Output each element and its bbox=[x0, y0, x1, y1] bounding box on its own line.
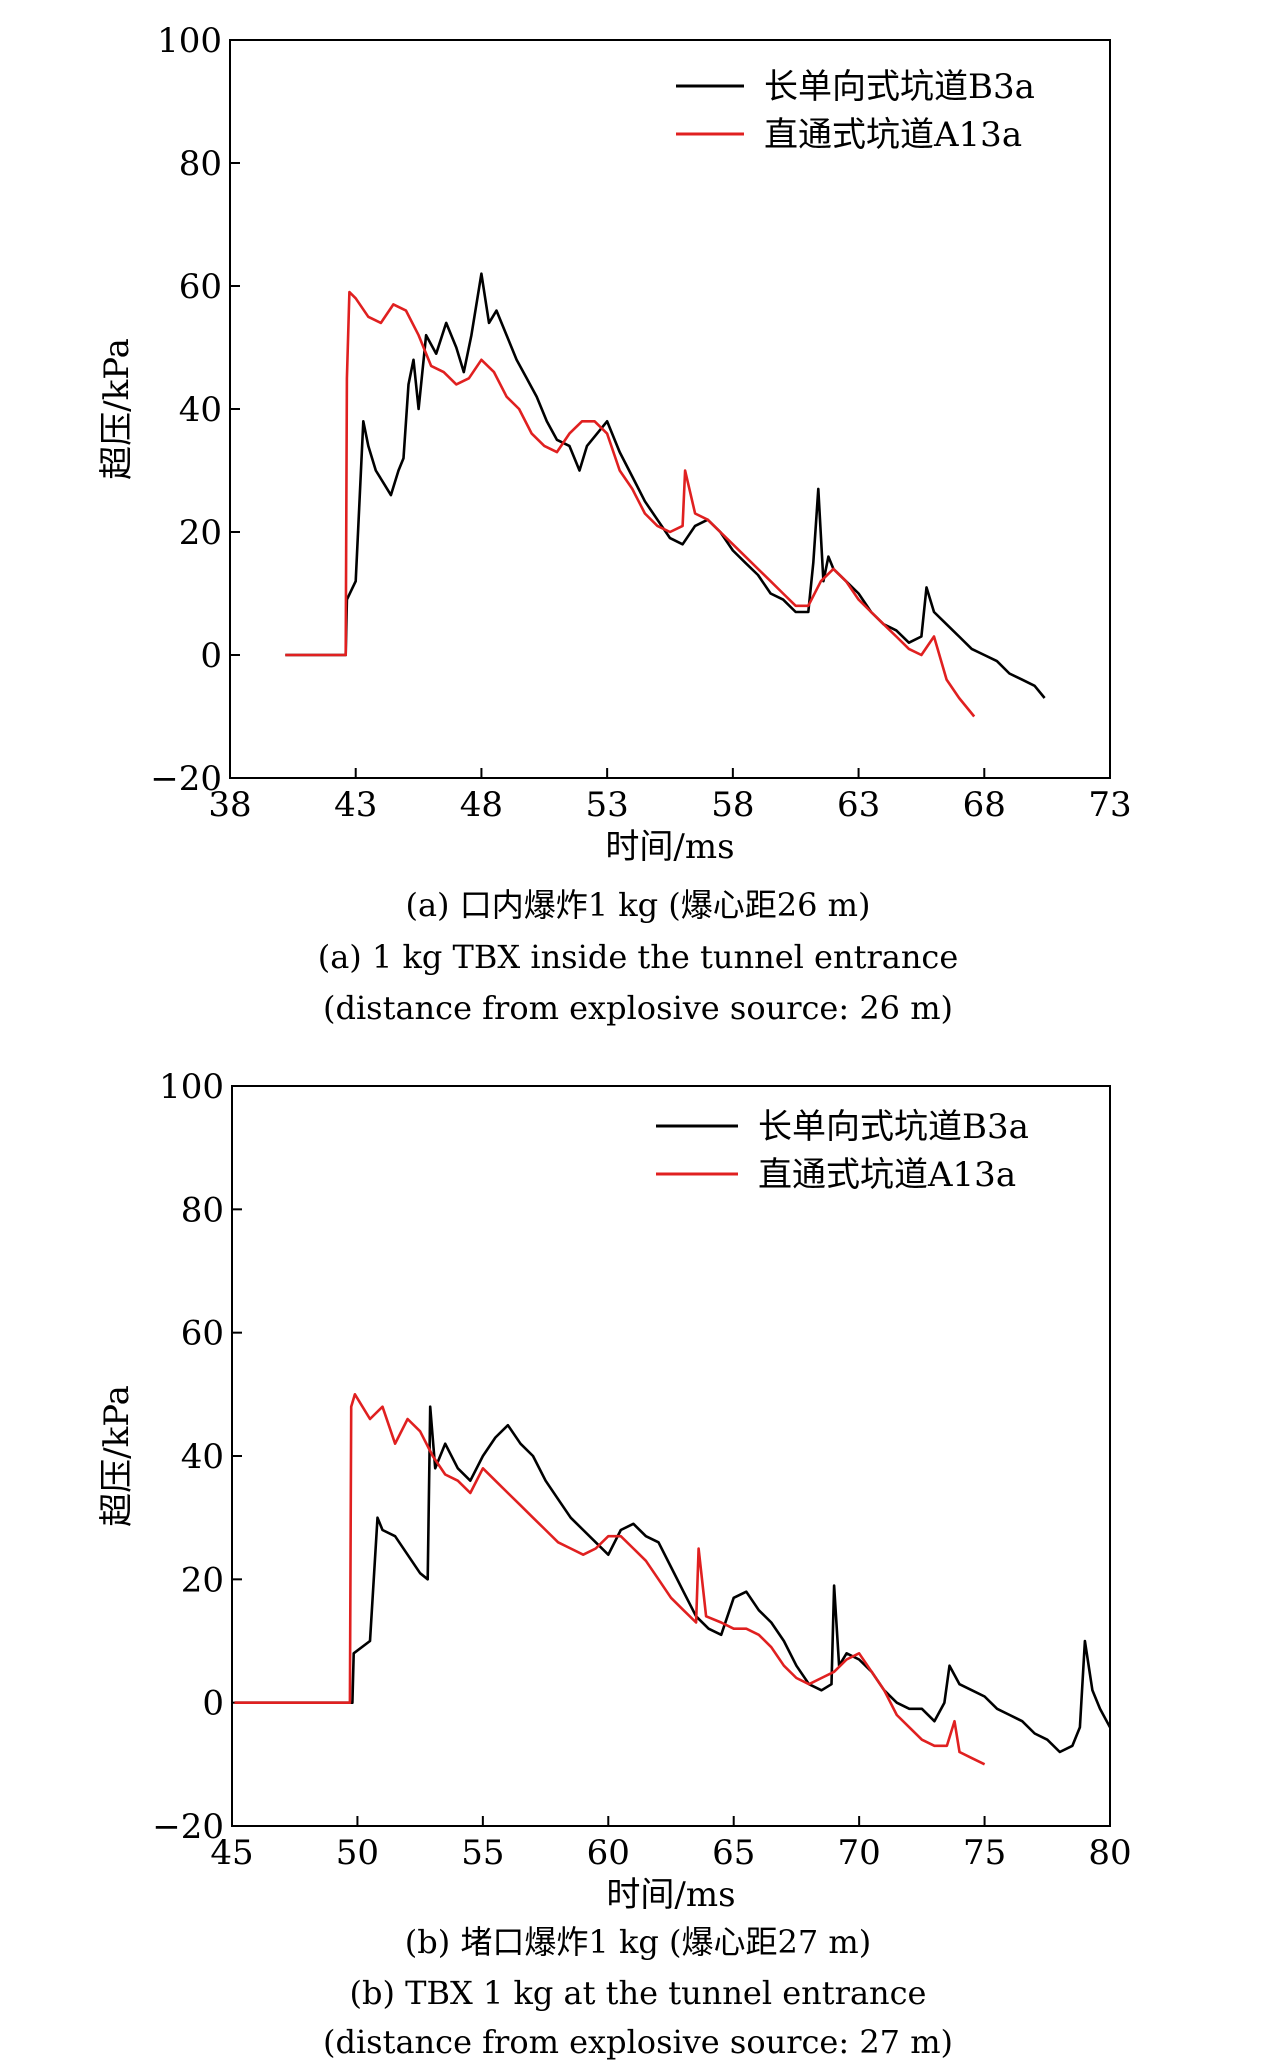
chart-panel-b: 45 50 55 60 65 70 75 80 −20 0 20 40 60 80 100 时间/ms 超压/k… bbox=[0, 1040, 1276, 2061]
legend-label: 长单向式坑道B3a bbox=[758, 1107, 1029, 1147]
y-tick-label: −20 bbox=[150, 759, 222, 799]
x-tick-label: 55 bbox=[461, 1833, 504, 1873]
x-tick-label: 58 bbox=[711, 785, 754, 825]
y-tick-label: 60 bbox=[179, 267, 222, 307]
series-line-a13a bbox=[285, 290, 976, 718]
x-tick-label: 50 bbox=[336, 1833, 379, 1873]
y-tick-label: 0 bbox=[200, 636, 222, 676]
chart-a: 38 43 48 53 58 63 68 73 −20 0 20 40 60 80 100 时间/ms 超压/k… bbox=[97, 21, 1132, 867]
legend-label: 长单向式坑道B3a bbox=[764, 67, 1035, 107]
caption-a-cn: (a) 口内爆炸1 kg (爆心距26 m) bbox=[405, 886, 871, 924]
y-axis-label: 超压/kPa bbox=[97, 1385, 137, 1527]
y-tick-label: 20 bbox=[179, 513, 222, 553]
series-line-b3a bbox=[285, 272, 1046, 699]
series-line-a13a bbox=[234, 1392, 986, 1766]
x-tick-label: 80 bbox=[1088, 1833, 1131, 1873]
caption-a-en-2: (distance from explosive source: 26 m) bbox=[322, 989, 954, 1027]
x-tick-label: 63 bbox=[837, 785, 880, 825]
caption-a-en-1: (a) 1 kg TBX inside the tunnel entrance bbox=[317, 938, 959, 976]
y-tick-label: 80 bbox=[179, 144, 222, 184]
y-tick-label: −20 bbox=[152, 1807, 224, 1847]
x-tick-label: 45 bbox=[210, 1833, 253, 1873]
legend-label: 直通式坑道A13a bbox=[758, 1155, 1016, 1195]
y-tick-label: 0 bbox=[202, 1684, 224, 1724]
x-tick-label: 75 bbox=[963, 1833, 1006, 1873]
caption-b-en-2: (distance from explosive source: 27 m) bbox=[322, 2023, 954, 2061]
series-line-b3a bbox=[234, 1405, 1110, 1754]
caption-b-en-1: (b) TBX 1 kg at the tunnel entrance bbox=[349, 1974, 927, 2012]
chart-panel-a: 38 43 48 53 58 63 68 73 −20 0 20 40 60 80 100 时间/ms 超压/k… bbox=[97, 21, 1132, 1027]
y-tick-label: 40 bbox=[179, 390, 222, 430]
legend-label: 直通式坑道A13a bbox=[764, 115, 1022, 155]
x-tick-label: 48 bbox=[460, 785, 503, 825]
y-axis-label: 超压/kPa bbox=[97, 338, 137, 480]
x-axis-label: 时间/ms bbox=[605, 827, 734, 867]
x-tick-label: 53 bbox=[586, 785, 629, 825]
x-tick-label: 60 bbox=[587, 1833, 630, 1873]
x-tick-label: 65 bbox=[712, 1833, 755, 1873]
y-tick-label: 60 bbox=[181, 1314, 224, 1354]
y-tick-label: 40 bbox=[181, 1437, 224, 1477]
caption-b-cn: (b) 堵口爆炸1 kg (爆心距27 m) bbox=[404, 1923, 872, 1961]
x-tick-label: 73 bbox=[1088, 785, 1131, 825]
y-tick-label: 20 bbox=[181, 1560, 224, 1600]
y-tick-label: 80 bbox=[181, 1190, 224, 1230]
x-tick-label: 38 bbox=[208, 785, 251, 825]
y-tick-label: 100 bbox=[159, 1067, 224, 1107]
plot-area-frame bbox=[231, 1085, 1111, 1827]
x-axis-label: 时间/ms bbox=[606, 1875, 735, 1915]
y-tick-label: 100 bbox=[157, 21, 222, 61]
x-tick-label: 70 bbox=[838, 1833, 881, 1873]
x-tick-label: 68 bbox=[963, 785, 1006, 825]
chart-b: 45 50 55 60 65 70 75 80 −20 0 20 40 60 80 100 时间/ms 超压/k… bbox=[97, 1067, 1132, 1915]
x-tick-label: 43 bbox=[334, 785, 377, 825]
